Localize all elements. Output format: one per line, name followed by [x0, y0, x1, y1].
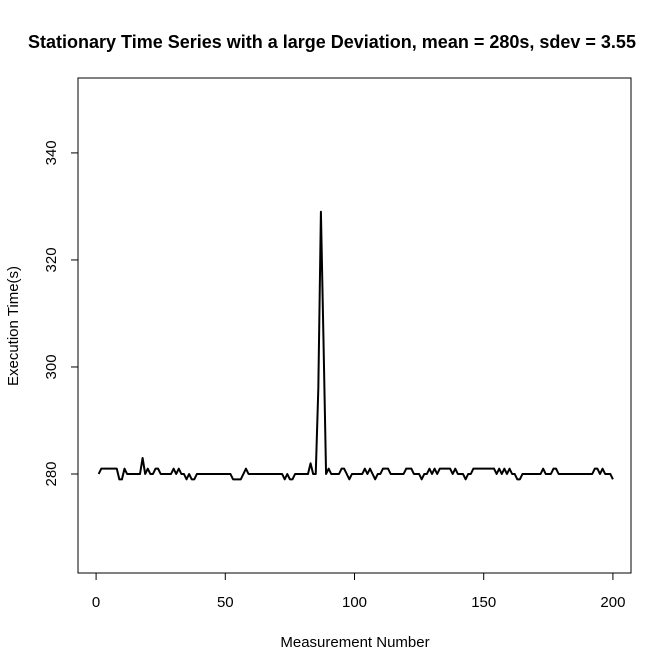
y-tick-label: 280: [43, 461, 60, 486]
y-tick-label: 340: [43, 140, 60, 165]
x-tick-label: 0: [92, 594, 100, 611]
plot-frame: [77, 77, 632, 574]
y-tick-label: 300: [43, 354, 60, 379]
series-layer: [97, 210, 614, 481]
x-tick-label: 50: [217, 594, 234, 611]
chart-title: Stationary Time Series with a large Devi…: [28, 32, 636, 52]
y-axis-label: Execution Time(s): [5, 266, 22, 386]
x-axis: 0 50 100 150 200: [92, 573, 625, 611]
x-tick-label: 200: [600, 594, 625, 611]
series-line: [97, 210, 614, 481]
y-axis: 280 300 320 340: [43, 140, 78, 487]
x-tick-label: 100: [342, 594, 367, 611]
y-tick-label: 320: [43, 247, 60, 272]
x-tick-label: 150: [471, 594, 496, 611]
x-axis-label: Measurement Number: [280, 634, 429, 651]
